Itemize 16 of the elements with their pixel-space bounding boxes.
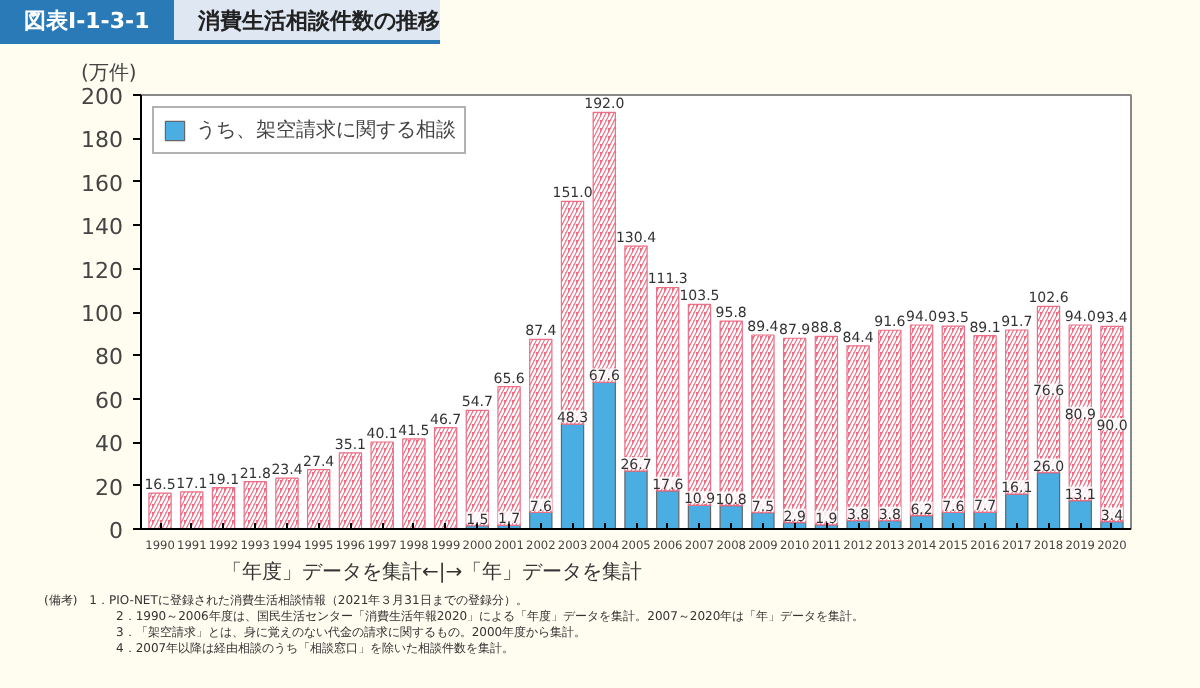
- y-tick-label: 140: [81, 214, 124, 241]
- y-tick-label: 200: [81, 84, 124, 110]
- y-tick-label: 40: [95, 431, 124, 458]
- y-axis-title: (万件): [81, 63, 137, 85]
- chart-title: 図表Ⅰ-1-3-1: [0, 0, 174, 40]
- y-tick-label: 0: [109, 518, 123, 544]
- y-tick-label: 160: [81, 170, 124, 197]
- y-tick-label: 80: [95, 344, 124, 371]
- chart-subtitle: 消費生活相談件数の推移: [195, 6, 440, 38]
- y-tick-label: 100: [81, 301, 124, 327]
- text: 「年度」データを集計←|→「年」データを集計: [220, 560, 645, 588]
- y-tick-label: 120: [81, 257, 124, 284]
- legend-label: うち、架空請求に関する相談: [196, 117, 456, 144]
- y-tick-label: 60: [95, 387, 124, 414]
- y-tick-label: 180: [81, 127, 124, 154]
- y-tick-label: 20: [95, 474, 124, 501]
